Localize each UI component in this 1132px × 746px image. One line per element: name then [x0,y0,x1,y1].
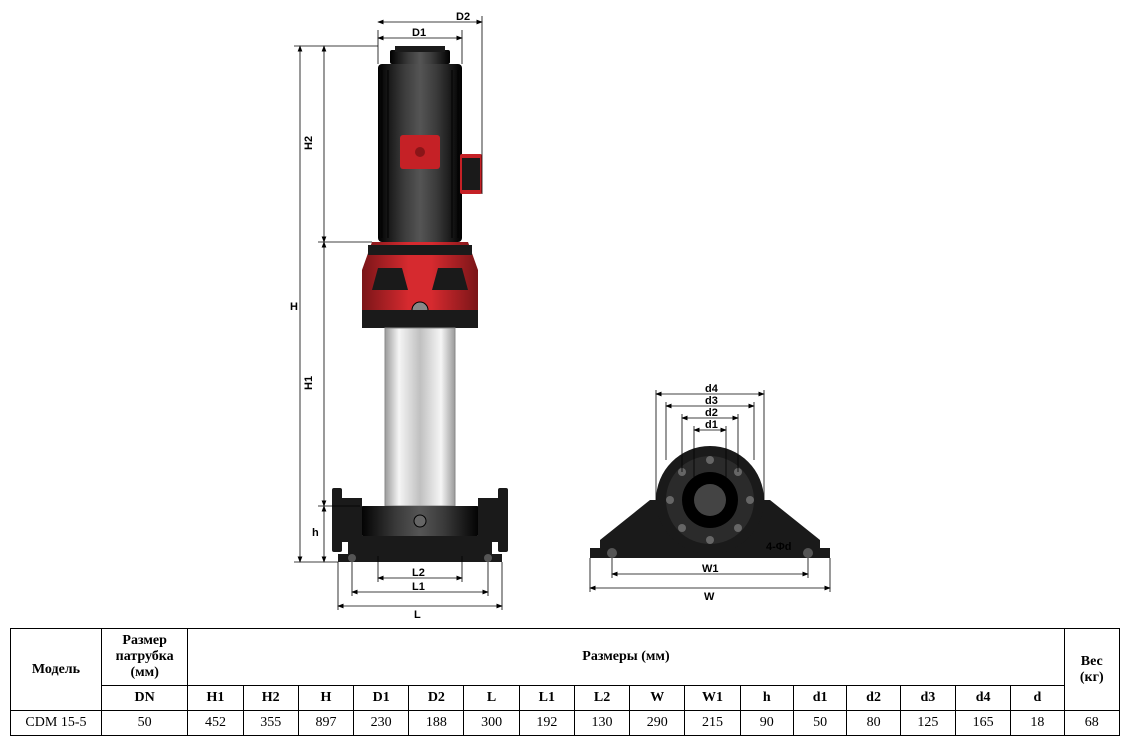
dim-L: L [414,609,421,620]
dim-D2: D2 [456,11,470,23]
dim-D1: D1 [412,27,426,39]
pump-diagram: D1 D2 H H2 H1 h L L1 L2 [260,10,880,620]
dim-d1: d1 [705,419,718,431]
dim-H2: H2 [303,136,315,150]
dim-W1: W1 [702,563,719,575]
dim-h: h [312,527,319,539]
dim-d4: d4 [705,383,719,395]
dim-d2: d2 [705,407,718,419]
dim-W: W [704,591,715,603]
dim-bolt: 4-Φd [766,541,792,553]
pump-end-view: d1 d2 d3 d4 W1 W 4-Φd [590,383,830,603]
technical-drawing: D1 D2 H H2 H1 h L L1 L2 [10,10,1122,620]
dim-H1: H1 [303,376,315,390]
dim-d3: d3 [705,395,718,407]
dimensions-table: МодельРазмер патрубка (мм)Размеры (мм)Ве… [10,628,1120,736]
dim-L1: L1 [412,581,425,593]
dim-L2: L2 [412,567,425,579]
dim-H: H [290,301,298,313]
